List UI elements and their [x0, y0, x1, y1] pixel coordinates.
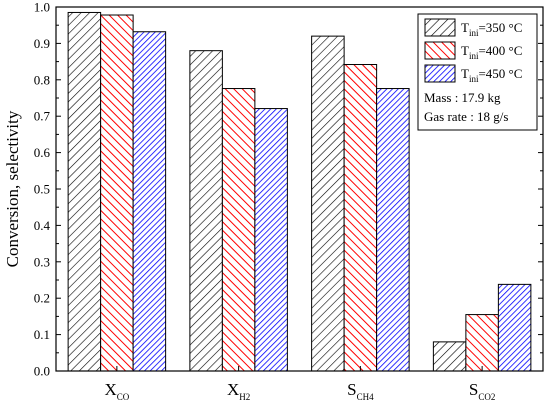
bar-1-series-2: [100, 14, 134, 372]
y-tick-label: 1.0: [34, 0, 50, 15]
x-category-label: SCO2: [469, 380, 495, 402]
legend-swatch: [424, 41, 456, 60]
y-tick-label: 0.0: [34, 364, 50, 379]
legend-entry-label: Tini=450 °C: [461, 66, 522, 84]
bar-3-series-2: [343, 64, 378, 372]
bar-3-series-1: [311, 35, 345, 372]
legend-entry-label: Tini=400 °C: [461, 43, 522, 61]
bar-4-series-2: [465, 314, 499, 372]
bar-4-series-3: [497, 283, 532, 372]
y-tick-label: 0.2: [34, 291, 50, 306]
legend-swatch: [424, 18, 456, 37]
x-category-label: XCO: [104, 380, 129, 402]
bar-1-series-1: [67, 11, 102, 372]
y-tick-label: 0.7: [34, 109, 51, 124]
bar-2-series-3: [254, 108, 288, 372]
legend: Tini=350 °C Tini=400 °C Tini=450 °C Mass : …: [417, 13, 538, 131]
bar-3-series-3: [376, 88, 410, 372]
y-axis-label: Conversion, selectivity: [3, 110, 22, 267]
y-tick-label: 0.6: [34, 145, 51, 160]
y-tick-label: 0.9: [34, 36, 50, 51]
bar-2-series-1: [189, 50, 223, 372]
legend-note: Mass : 17.9 kg: [424, 90, 501, 105]
x-category-label: XH2: [227, 380, 250, 402]
y-axis-ticks: 0.0 0.1 0.2 0.3 0.4 0.5 0.6 0.7 0.8 0.9 1.0: [34, 0, 543, 379]
y-tick-label: 0.5: [34, 182, 50, 197]
bars-group: [67, 11, 532, 372]
x-axis-category-labels: XCO XH2 SCH4 SCO2: [104, 366, 495, 402]
y-tick-label: 0.3: [34, 254, 50, 269]
y-tick-label: 0.4: [34, 218, 51, 233]
legend-entry-label: Tini=350 °C: [461, 20, 522, 38]
bar-4-series-1: [432, 341, 467, 372]
legend-note: Gas rate : 18 g/s: [424, 109, 508, 124]
y-tick-label: 0.1: [34, 327, 50, 342]
legend-swatch: [424, 64, 456, 83]
y-tick-label: 0.8: [34, 72, 50, 87]
bar-1-series-3: [132, 31, 167, 372]
bar-2-series-2: [221, 88, 256, 372]
x-category-label: SCH4: [347, 380, 374, 402]
